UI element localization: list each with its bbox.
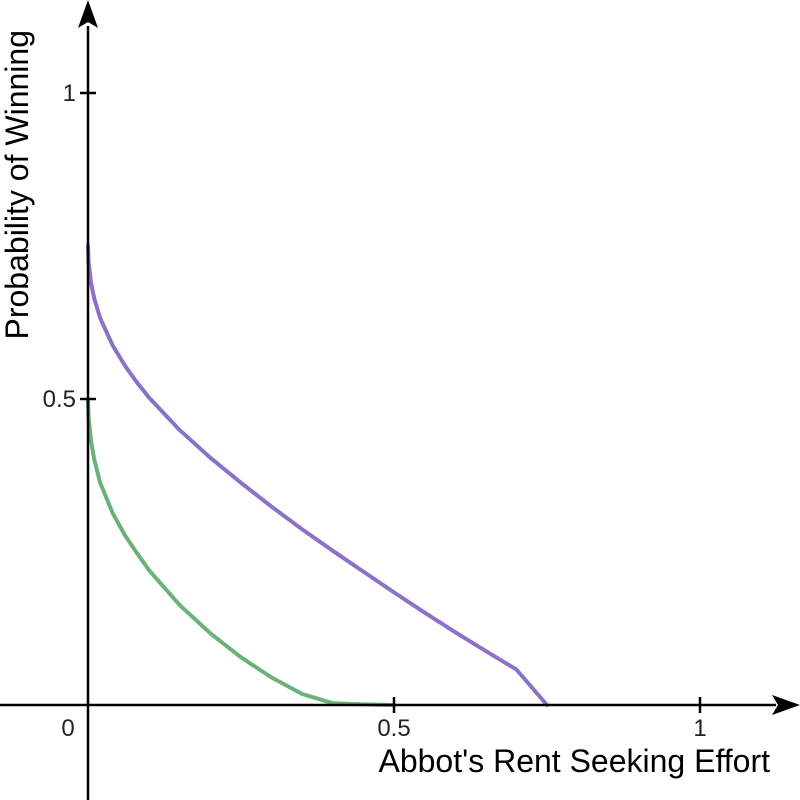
ticks-layer: 0.5 1 0.5 1 [43,80,707,742]
x-tick-label: 0.5 [377,715,410,742]
series-line-1 [86,244,549,707]
origin-label: 0 [61,715,74,742]
y-tick-label: 1 [63,80,76,107]
x-axis-arrow [772,695,800,715]
x-axis-title: Abbot's Rent Seeking Effort [378,743,770,779]
series-line-2 [86,397,396,707]
y-axis-arrow [78,0,98,28]
x-tick-label: 1 [693,715,706,742]
curves-layer [86,244,549,707]
y-axis-title: Probability of Winning [0,30,35,339]
y-tick-label: 0.5 [43,386,76,413]
